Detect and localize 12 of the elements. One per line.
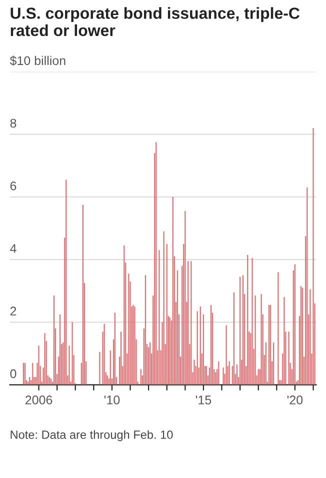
y-tick-label: 4 <box>10 244 16 253</box>
y-tick-label: $10 billion <box>10 56 66 66</box>
y-tick-label: 2 <box>10 306 16 316</box>
x-tick-label: '10 <box>104 396 120 404</box>
y-tick-label: 6 <box>10 181 16 190</box>
x-tick-label: '20 <box>287 396 303 404</box>
text: Note: Data are through Feb. 10 <box>10 430 173 442</box>
y-tick-label: 0 <box>10 369 16 378</box>
chart-title: U.S. corporate bond issuance, triple-C rated or lower <box>10 7 300 36</box>
y-tick-label: 8 <box>10 118 16 128</box>
x-tick-label: '15 <box>196 396 212 404</box>
x-tick-label: 2006 <box>26 396 52 404</box>
